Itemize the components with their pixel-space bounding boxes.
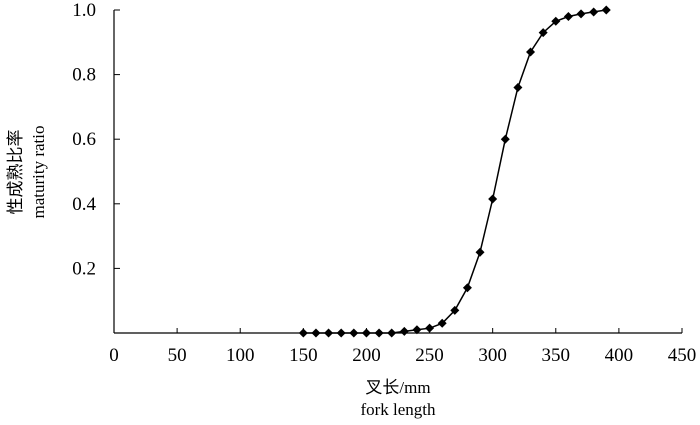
data-point-marker [513,83,523,93]
y-tick-label: 0.2 [72,258,96,279]
data-point-marker [450,305,460,315]
x-tick-label: 150 [289,345,318,366]
data-point-marker [589,7,599,17]
data-point-marker [526,47,536,57]
y-tick-label: 0.8 [72,65,96,86]
x-tick-label: 450 [668,345,697,366]
data-point-marker [336,328,346,338]
y-tick-label: 0.4 [72,194,96,215]
x-tick-label: 400 [605,345,634,366]
x-tick-label: 100 [226,345,255,366]
y-tick-label: 0.6 [72,129,96,150]
data-point-marker [399,326,409,336]
x-axis-subtitle: fork length [360,400,436,419]
data-point-marker [475,247,485,257]
data-point-marker [412,325,422,335]
data-point-marker [576,9,586,19]
data-point-marker [361,328,371,338]
y-tick-label: 1.0 [72,0,96,21]
data-point-marker [349,328,359,338]
data-point-marker [437,318,447,328]
x-tick-label: 350 [542,345,571,366]
data-point-marker [311,328,321,338]
data-point-marker [551,16,561,26]
y-axis-subtitle: maturity ratio [29,125,48,218]
data-point-marker [538,28,548,38]
x-tick-label: 50 [168,345,187,366]
data-point-marker [298,328,308,338]
x-tick-label: 300 [478,345,507,366]
x-tick-label: 0 [109,345,119,366]
y-axis-title: 性成熟比率 [5,130,25,215]
data-point-marker [601,5,611,15]
x-axis-title: 叉长/mm [365,378,430,397]
series-line [303,9,607,334]
data-point-marker [462,283,472,293]
data-point-marker [500,134,510,144]
data-point-marker [387,328,397,338]
data-point-marker [563,11,573,21]
data-point-marker [374,328,384,338]
x-tick-label: 250 [415,345,444,366]
x-tick-label: 200 [352,345,381,366]
data-point-marker [488,194,498,204]
plot-area: 0 50 100 150 200 250 300 350 400 450 0.2 0.4 0.6 0.8 1… [72,0,696,366]
data-point-marker [425,323,435,333]
data-point-marker [324,328,334,338]
